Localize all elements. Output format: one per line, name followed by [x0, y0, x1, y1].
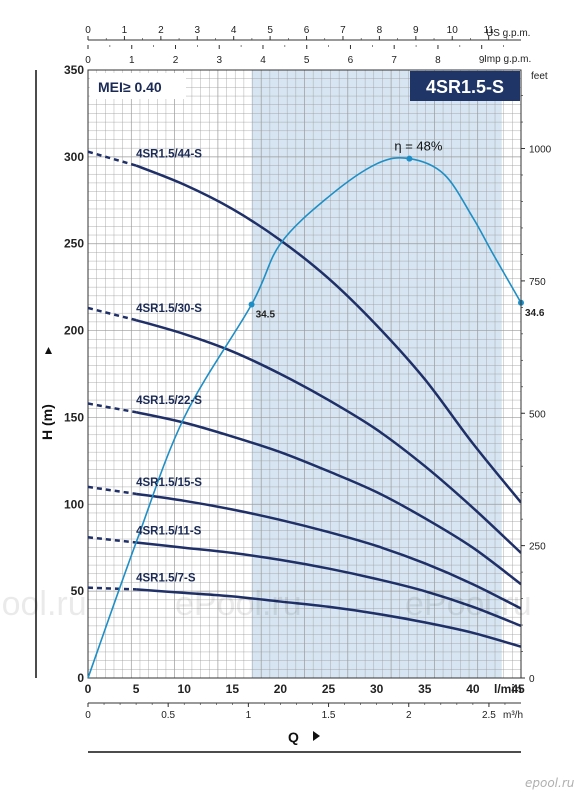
efficiency-marker: [406, 155, 413, 162]
impgpm-tick-label: 0: [85, 55, 91, 66]
usgpm-tick-label: 7: [340, 25, 346, 36]
model-label: 4SR1.5-S: [426, 77, 504, 97]
m3h-tick-label: 1.5: [322, 710, 336, 721]
feet-tick-label: 0: [529, 674, 535, 685]
usgpm-tick-label: 4: [231, 25, 237, 36]
watermark-right: ePool.ru: [405, 585, 532, 623]
pump-curve: [135, 492, 521, 610]
impgpm-tick-label: 6: [348, 55, 354, 66]
y-tick-label: 250: [64, 237, 84, 251]
efficiency-marker-label: 34.5: [256, 310, 276, 321]
usgpm-tick-label: 11: [483, 25, 494, 36]
curve-label: 4SR1.5/44-S: [136, 149, 202, 161]
impgpm-tick-label: 4: [260, 55, 266, 66]
usgpm-tick-label: 0: [85, 25, 91, 36]
curve-label: 4SR1.5/7-S: [136, 572, 196, 584]
y-tick-label: 50: [71, 584, 85, 598]
feet-tick-label: 500: [529, 409, 546, 420]
curves: [88, 150, 521, 648]
y-axis-arrow: [45, 347, 52, 354]
y-tick-label: 150: [64, 410, 84, 424]
x-tick-label: 5: [133, 682, 140, 696]
y-tick-label: 300: [64, 150, 84, 164]
pump-curve: [135, 410, 521, 586]
usgpm-tick-label: 5: [267, 25, 273, 36]
y-tick-label: 200: [64, 324, 84, 338]
efficiency-curve-group: 34.5 34.6 η = 48%: [87, 139, 545, 679]
y-axis-title: H (m): [39, 404, 55, 440]
x-tick-label: 10: [178, 682, 192, 696]
m3h-tick-label: 1: [246, 710, 252, 721]
x-tick-label: 30: [370, 682, 384, 696]
pump-curve-dashed: [88, 306, 137, 322]
pump-curve-dashed: [88, 402, 137, 414]
model-badge: [410, 71, 520, 101]
x-axis-title: Q: [288, 729, 299, 745]
pump-curve: [135, 164, 521, 504]
pump-curve-dashed: [88, 485, 137, 496]
curve-label: 4SR1.5/30-S: [136, 303, 202, 315]
usgpm-tick-label: 2: [158, 25, 164, 36]
x-tick-label: 20: [274, 682, 288, 696]
x-tick-label: 15: [226, 682, 240, 696]
top-axes: 0 1 2 3 4 5 6 7 8 9 10 11 0 1 2 3 4 5 6 7 8 9: [85, 25, 521, 66]
x-axis-arrow: [313, 731, 320, 741]
efficiency-marker: [248, 301, 255, 308]
impgpm-tick-label: 9: [479, 55, 485, 66]
x-tick-label: 0: [85, 682, 92, 696]
m3h-tick-label: 0: [85, 710, 91, 721]
usgpm-tick-label: 3: [194, 25, 200, 36]
y-tick-label: 100: [64, 497, 84, 511]
logo: epool.ru: [525, 776, 575, 790]
efficiency-peak-label: η = 48%: [394, 139, 443, 154]
usgpm-tick-label: 10: [447, 25, 459, 36]
usgpm-tick-label: 6: [304, 25, 310, 36]
m3h-unit: m³/h: [503, 710, 523, 721]
x-tick-label: 25: [322, 682, 336, 696]
m3h-tick-label: 2.5: [482, 710, 496, 721]
impgpm-unit: Imp g.p.m.: [484, 54, 531, 65]
feet-unit: feet: [531, 71, 548, 82]
impgpm-tick-label: 3: [216, 55, 222, 66]
y-tick-label: 350: [64, 63, 84, 77]
impgpm-tick-label: 7: [391, 55, 397, 66]
pump-curve-dashed: [88, 586, 137, 591]
watermark-left: ePool.ru: [0, 585, 87, 623]
mei-label: MEI≥ 0.40: [98, 79, 162, 95]
usgpm-unit: US g.p.m.: [486, 28, 530, 39]
pump-curve-dashed: [88, 150, 137, 167]
pump-curve: [135, 318, 521, 554]
feet-tick-label: 250: [529, 542, 546, 553]
m3h-tick-label: 0.5: [161, 710, 175, 721]
impgpm-tick-label: 5: [304, 55, 310, 66]
usgpm-tick-label: 9: [413, 25, 419, 36]
x-tick-label: 45: [511, 682, 525, 696]
curve-label: 4SR1.5/15-S: [136, 477, 202, 489]
curve-labels: 4SR1.5/44-S 4SR1.5/30-S 4SR1.5/22-S 4SR1.5/…: [136, 149, 202, 585]
efficiency-marker-label: 34.6: [525, 308, 545, 319]
curve-label: 4SR1.5/11-S: [136, 526, 202, 538]
impgpm-tick-label: 8: [435, 55, 441, 66]
x-tick-label: 40: [466, 682, 480, 696]
y-tick-label: 0: [77, 671, 84, 685]
curve-label: 4SR1.5/22-S: [136, 395, 202, 407]
mei-box: [90, 73, 186, 99]
efficiency-curve: [87, 156, 522, 679]
feet-tick-label: 750: [529, 277, 546, 288]
m3h-tick-label: 2: [406, 710, 412, 721]
impgpm-tick-label: 1: [129, 55, 135, 66]
pump-curve: [135, 541, 521, 628]
pump-curve: [136, 588, 521, 648]
watermark-center: ePool.ru: [175, 585, 302, 623]
x-tick-label: 35: [418, 682, 432, 696]
usgpm-tick-label: 8: [377, 25, 383, 36]
usgpm-tick-label: 1: [122, 25, 128, 36]
pump-curve-dashed: [88, 536, 137, 544]
lmin-unit: l/min: [494, 682, 522, 696]
feet-tick-label: 1000: [529, 145, 552, 156]
impgpm-tick-label: 2: [173, 55, 179, 66]
